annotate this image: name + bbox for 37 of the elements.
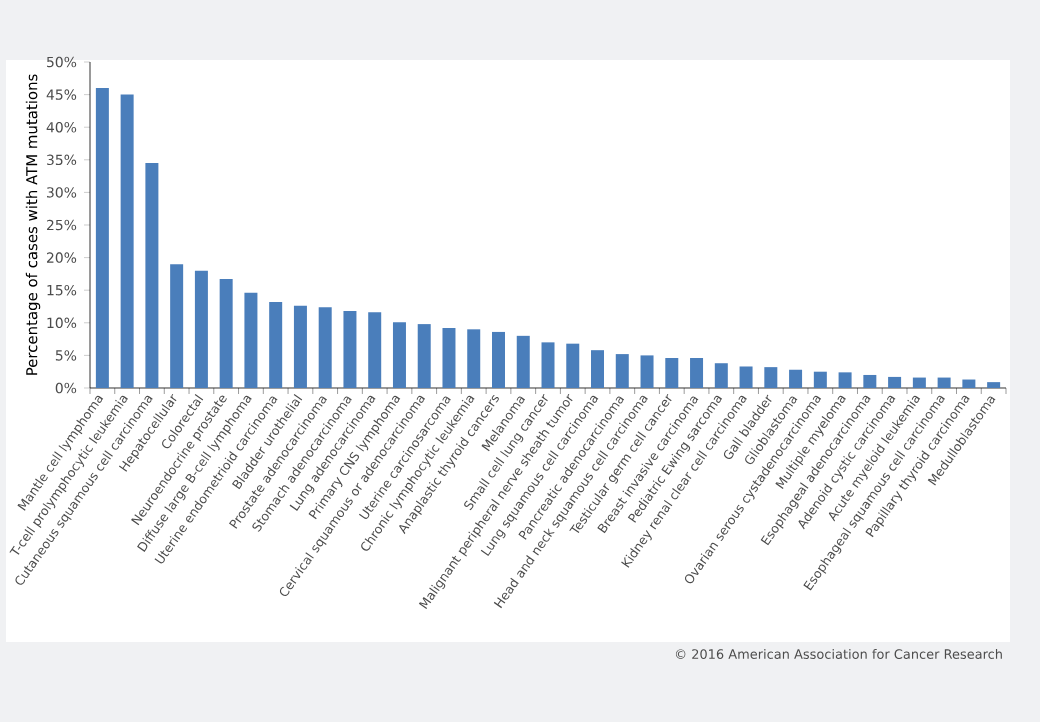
bar bbox=[838, 372, 852, 388]
bar bbox=[962, 379, 976, 388]
bar bbox=[987, 382, 1001, 388]
bar bbox=[467, 329, 481, 388]
bar bbox=[690, 358, 704, 388]
bar bbox=[888, 376, 902, 388]
bar bbox=[343, 311, 357, 388]
bar bbox=[937, 377, 951, 388]
bar bbox=[442, 328, 456, 388]
bar bbox=[665, 358, 679, 388]
bar bbox=[170, 264, 184, 388]
bar bbox=[615, 354, 629, 388]
bar bbox=[417, 324, 431, 388]
bar bbox=[269, 301, 283, 388]
bar bbox=[194, 270, 208, 388]
bar bbox=[640, 355, 654, 388]
bar bbox=[491, 331, 505, 388]
bar bbox=[244, 292, 258, 388]
bar bbox=[789, 369, 803, 388]
bar bbox=[813, 371, 827, 388]
bar bbox=[863, 374, 877, 388]
bar bbox=[566, 343, 580, 388]
bar bbox=[714, 363, 728, 388]
bar bbox=[293, 305, 307, 388]
bar bbox=[516, 335, 530, 388]
bar bbox=[764, 367, 778, 388]
bar bbox=[739, 366, 753, 388]
bar bbox=[145, 163, 159, 388]
bar bbox=[368, 312, 382, 388]
bar bbox=[120, 94, 134, 388]
bar bbox=[219, 279, 233, 388]
bar bbox=[591, 350, 605, 388]
bar bbox=[912, 377, 926, 388]
bar bbox=[392, 322, 406, 388]
bar bbox=[318, 307, 332, 388]
bar bbox=[95, 88, 109, 388]
bar bbox=[541, 342, 555, 388]
